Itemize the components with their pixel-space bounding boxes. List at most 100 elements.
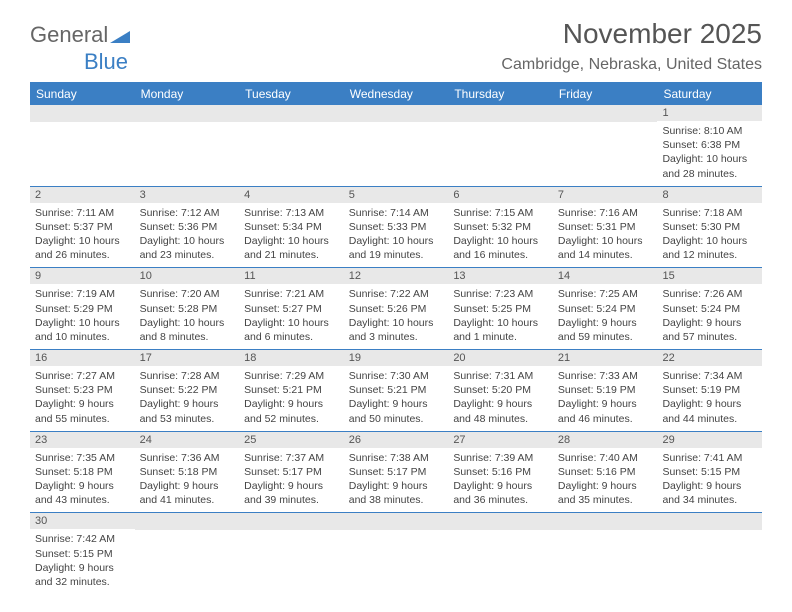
day-number: 25 — [239, 432, 344, 448]
day-cell: 18Sunrise: 7:29 AMSunset: 5:21 PMDayligh… — [239, 350, 344, 431]
sunset-line: Sunset: 5:21 PM — [349, 383, 444, 397]
day-number: 6 — [448, 187, 553, 203]
day-cell: 6Sunrise: 7:15 AMSunset: 5:32 PMDaylight… — [448, 187, 553, 268]
week-row: 30Sunrise: 7:42 AMSunset: 5:15 PMDayligh… — [30, 513, 762, 594]
day-number: 23 — [30, 432, 135, 448]
day-cell: 27Sunrise: 7:39 AMSunset: 5:16 PMDayligh… — [448, 432, 553, 513]
day-content: Sunrise: 7:39 AMSunset: 5:16 PMDaylight:… — [448, 448, 553, 513]
daylight-line: Daylight: 9 hours and 53 minutes. — [140, 397, 235, 425]
day-number: 10 — [135, 268, 240, 284]
sunset-line: Sunset: 5:19 PM — [558, 383, 653, 397]
day-number: 11 — [239, 268, 344, 284]
sunrise-line: Sunrise: 7:37 AM — [244, 451, 339, 465]
daylight-line: Daylight: 10 hours and 21 minutes. — [244, 234, 339, 262]
day-content: Sunrise: 7:38 AMSunset: 5:17 PMDaylight:… — [344, 448, 449, 513]
day-header-monday: Monday — [135, 83, 240, 105]
sunrise-line: Sunrise: 7:33 AM — [558, 369, 653, 383]
sunset-line: Sunset: 5:24 PM — [662, 302, 757, 316]
day-content: Sunrise: 7:14 AMSunset: 5:33 PMDaylight:… — [344, 203, 449, 268]
day-content: Sunrise: 7:23 AMSunset: 5:25 PMDaylight:… — [448, 284, 553, 349]
sunrise-line: Sunrise: 7:36 AM — [140, 451, 235, 465]
sunset-line: Sunset: 5:16 PM — [453, 465, 548, 479]
daylight-line: Daylight: 9 hours and 38 minutes. — [349, 479, 444, 507]
day-cell: 24Sunrise: 7:36 AMSunset: 5:18 PMDayligh… — [135, 432, 240, 513]
sunrise-line: Sunrise: 7:38 AM — [349, 451, 444, 465]
day-content: Sunrise: 7:36 AMSunset: 5:18 PMDaylight:… — [135, 448, 240, 513]
day-cell: 30Sunrise: 7:42 AMSunset: 5:15 PMDayligh… — [30, 513, 135, 594]
empty-cell — [239, 105, 344, 186]
week-row: 23Sunrise: 7:35 AMSunset: 5:18 PMDayligh… — [30, 432, 762, 514]
daylight-line: Daylight: 9 hours and 48 minutes. — [453, 397, 548, 425]
sunrise-line: Sunrise: 7:22 AM — [349, 287, 444, 301]
day-number: 29 — [657, 432, 762, 448]
sunrise-line: Sunrise: 8:10 AM — [662, 124, 757, 138]
day-header-tuesday: Tuesday — [239, 83, 344, 105]
day-number: 27 — [448, 432, 553, 448]
sunrise-line: Sunrise: 7:13 AM — [244, 206, 339, 220]
day-content: Sunrise: 7:16 AMSunset: 5:31 PMDaylight:… — [553, 203, 658, 268]
day-number — [553, 105, 658, 122]
week-row: 16Sunrise: 7:27 AMSunset: 5:23 PMDayligh… — [30, 350, 762, 432]
day-number — [135, 513, 240, 530]
day-cell: 23Sunrise: 7:35 AMSunset: 5:18 PMDayligh… — [30, 432, 135, 513]
day-number: 7 — [553, 187, 658, 203]
daylight-line: Daylight: 9 hours and 52 minutes. — [244, 397, 339, 425]
empty-cell — [344, 105, 449, 186]
day-cell: 4Sunrise: 7:13 AMSunset: 5:34 PMDaylight… — [239, 187, 344, 268]
day-cell: 25 Sunrise: 7:37 AMSunset: 5:17 PMDayligh… — [239, 432, 344, 513]
sunset-line: Sunset: 5:34 PM — [244, 220, 339, 234]
sunset-line: Sunset: 5:32 PM — [453, 220, 548, 234]
day-cell: 1Sunrise: 8:10 AMSunset: 6:38 PMDaylight… — [657, 105, 762, 186]
daylight-line: Daylight: 9 hours and 44 minutes. — [662, 397, 757, 425]
day-header-friday: Friday — [553, 83, 658, 105]
week-row: 2Sunrise: 7:11 AMSunset: 5:37 PMDaylight… — [30, 187, 762, 269]
day-number: 30 — [30, 513, 135, 529]
day-content: Sunrise: 7:11 AMSunset: 5:37 PMDaylight:… — [30, 203, 135, 268]
sunset-line: Sunset: 5:23 PM — [35, 383, 130, 397]
sunset-line: Sunset: 5:29 PM — [35, 302, 130, 316]
sunset-line: Sunset: 5:31 PM — [558, 220, 653, 234]
empty-cell — [448, 105, 553, 186]
daylight-line: Daylight: 10 hours and 28 minutes. — [662, 152, 757, 180]
day-number: 26 — [344, 432, 449, 448]
day-content: Sunrise: 7:13 AMSunset: 5:34 PMDaylight:… — [239, 203, 344, 268]
month-title: November 2025 — [501, 18, 762, 50]
day-content: Sunrise: 7:26 AMSunset: 5:24 PMDaylight:… — [657, 284, 762, 349]
day-content: Sunrise: 7:27 AMSunset: 5:23 PMDaylight:… — [30, 366, 135, 431]
daylight-line: Daylight: 9 hours and 39 minutes. — [244, 479, 339, 507]
day-cell: 20Sunrise: 7:31 AMSunset: 5:20 PMDayligh… — [448, 350, 553, 431]
day-cell: 7Sunrise: 7:16 AMSunset: 5:31 PMDaylight… — [553, 187, 658, 268]
day-cell: 8Sunrise: 7:18 AMSunset: 5:30 PMDaylight… — [657, 187, 762, 268]
day-number: 5 — [344, 187, 449, 203]
sunrise-line: Sunrise: 7:19 AM — [35, 287, 130, 301]
sunset-line: Sunset: 5:15 PM — [662, 465, 757, 479]
sunset-line: Sunset: 5:33 PM — [349, 220, 444, 234]
sunrise-line: Sunrise: 7:26 AM — [662, 287, 757, 301]
daylight-line: Daylight: 9 hours and 59 minutes. — [558, 316, 653, 344]
sunset-line: Sunset: 5:15 PM — [35, 547, 130, 561]
day-cell: 13Sunrise: 7:23 AMSunset: 5:25 PMDayligh… — [448, 268, 553, 349]
daylight-line: Daylight: 9 hours and 35 minutes. — [558, 479, 653, 507]
sunset-line: Sunset: 5:30 PM — [662, 220, 757, 234]
calendar: SundayMondayTuesdayWednesdayThursdayFrid… — [30, 82, 762, 594]
sunrise-line: Sunrise: 7:23 AM — [453, 287, 548, 301]
daylight-line: Daylight: 10 hours and 10 minutes. — [35, 316, 130, 344]
day-cell: 26Sunrise: 7:38 AMSunset: 5:17 PMDayligh… — [344, 432, 449, 513]
sunset-line: Sunset: 5:17 PM — [244, 465, 339, 479]
day-content: Sunrise: 7:30 AMSunset: 5:21 PMDaylight:… — [344, 366, 449, 431]
daylight-line: Daylight: 9 hours and 57 minutes. — [662, 316, 757, 344]
sunset-line: Sunset: 5:19 PM — [662, 383, 757, 397]
daylight-line: Daylight: 10 hours and 14 minutes. — [558, 234, 653, 262]
day-content: Sunrise: 7:21 AMSunset: 5:27 PMDaylight:… — [239, 284, 344, 349]
sunset-line: Sunset: 5:18 PM — [140, 465, 235, 479]
daylight-line: Daylight: 10 hours and 3 minutes. — [349, 316, 444, 344]
day-number: 12 — [344, 268, 449, 284]
sunset-line: Sunset: 5:28 PM — [140, 302, 235, 316]
day-header-row: SundayMondayTuesdayWednesdayThursdayFrid… — [30, 83, 762, 105]
daylight-line: Daylight: 9 hours and 41 minutes. — [140, 479, 235, 507]
sunset-line: Sunset: 5:24 PM — [558, 302, 653, 316]
day-number: 4 — [239, 187, 344, 203]
day-header-sunday: Sunday — [30, 83, 135, 105]
day-cell: 12Sunrise: 7:22 AMSunset: 5:26 PMDayligh… — [344, 268, 449, 349]
day-number: 2 — [30, 187, 135, 203]
